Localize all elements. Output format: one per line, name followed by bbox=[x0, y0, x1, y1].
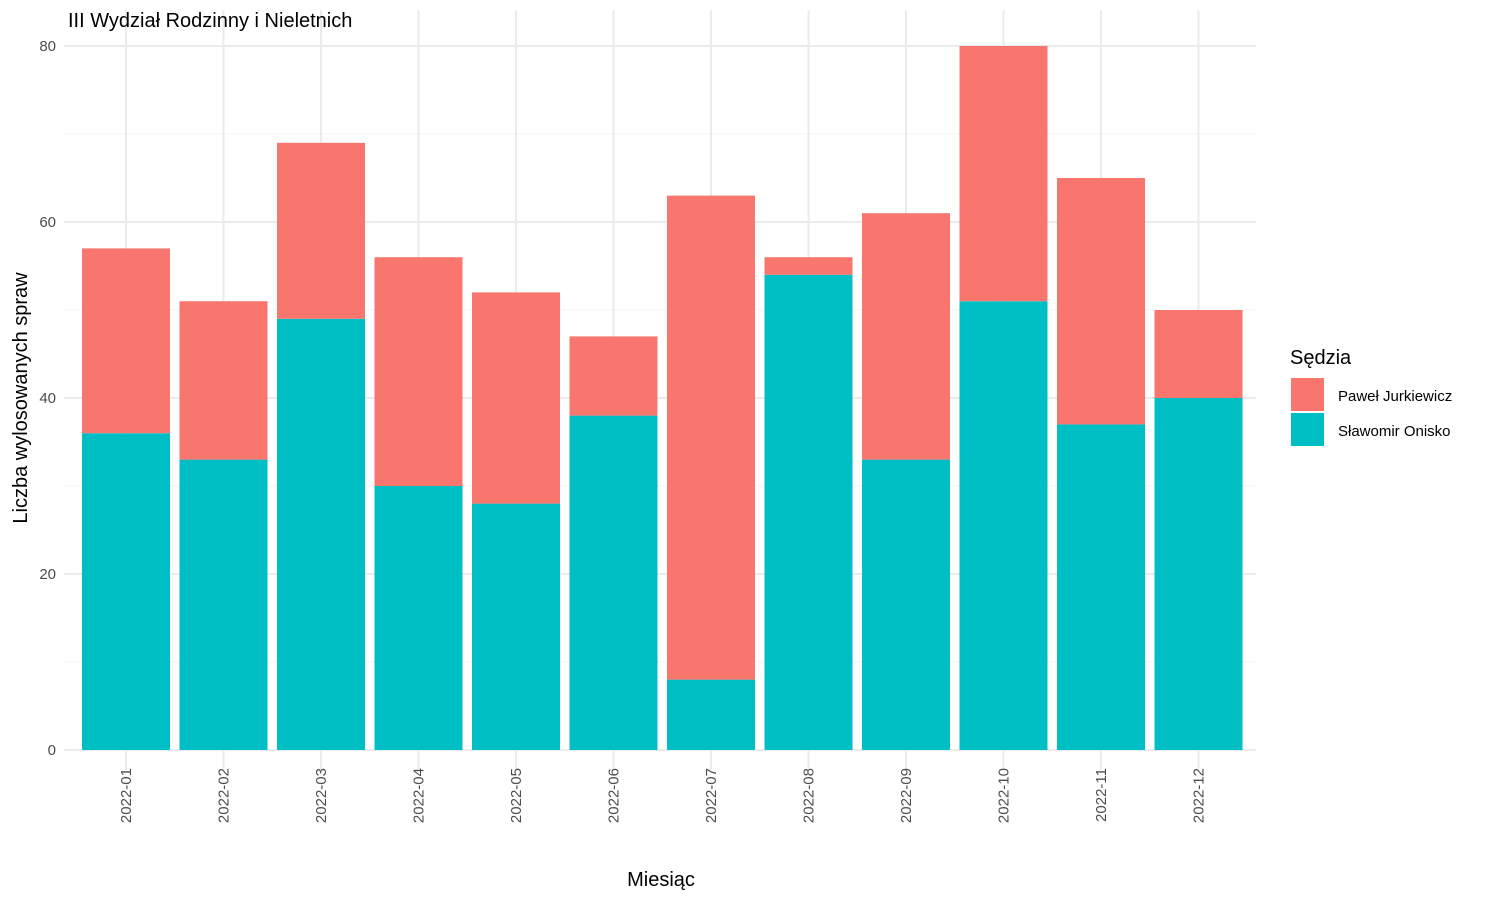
y-tick-label: 0 bbox=[48, 742, 56, 759]
legend-label: Paweł Jurkiewicz bbox=[1338, 388, 1452, 405]
x-axis-title: Miesiąc bbox=[627, 869, 695, 891]
bar-segment-paweł-jurkiewicz-2022-11 bbox=[1057, 178, 1145, 425]
y-tick-label: 80 bbox=[39, 38, 56, 55]
x-tick-label: 2022-03 bbox=[313, 768, 330, 823]
x-tick-label: 2022-12 bbox=[1191, 768, 1208, 823]
bar-segment-paweł-jurkiewicz-2022-03 bbox=[277, 142, 365, 319]
bar-segment-paweł-jurkiewicz-2022-05 bbox=[472, 292, 560, 504]
legend-label: Sławomir Onisko bbox=[1338, 423, 1451, 440]
chart-title: III Wydział Rodzinny i Nieletnich bbox=[68, 10, 352, 32]
bar-segment-paweł-jurkiewicz-2022-12 bbox=[1154, 310, 1243, 398]
bar-segment-paweł-jurkiewicz-2022-06 bbox=[569, 336, 658, 416]
legend-title: Sędzia bbox=[1290, 347, 1352, 369]
bar-segment-paweł-jurkiewicz-2022-10 bbox=[959, 46, 1048, 302]
x-tick-label: 2022-05 bbox=[508, 768, 525, 823]
bar-segment-sławomir-onisko-2022-06 bbox=[569, 415, 658, 750]
bar-segment-sławomir-onisko-2022-08 bbox=[764, 274, 853, 750]
bar-segment-sławomir-onisko-2022-11 bbox=[1057, 424, 1145, 750]
y-tick-label: 20 bbox=[39, 566, 56, 583]
bar-segment-paweł-jurkiewicz-2022-04 bbox=[374, 257, 463, 486]
legend: Sędzia Paweł Jurkiewicz Sławomir Onisko bbox=[1290, 347, 1452, 446]
bar-segment-paweł-jurkiewicz-2022-01 bbox=[82, 248, 170, 434]
y-tick-label: 40 bbox=[39, 390, 56, 407]
bar-segment-sławomir-onisko-2022-12 bbox=[1154, 398, 1243, 750]
y-axis-ticks: 0 20 40 60 80 bbox=[39, 38, 56, 759]
x-tick-label: 2022-11 bbox=[1093, 768, 1110, 822]
bar-segment-paweł-jurkiewicz-2022-07 bbox=[667, 195, 755, 680]
legend-swatch bbox=[1291, 413, 1324, 446]
x-tick-label: 2022-10 bbox=[996, 768, 1013, 823]
bar-segment-sławomir-onisko-2022-07 bbox=[667, 679, 755, 750]
bar-segment-sławomir-onisko-2022-02 bbox=[179, 459, 268, 750]
x-tick-label: 2022-07 bbox=[703, 768, 720, 823]
x-tick-label: 2022-08 bbox=[801, 768, 818, 823]
x-tick-label: 2022-04 bbox=[411, 768, 428, 823]
bars bbox=[82, 46, 1243, 750]
y-tick-label: 60 bbox=[39, 214, 56, 231]
bar-segment-sławomir-onisko-2022-05 bbox=[472, 503, 560, 750]
x-tick-label: 2022-06 bbox=[606, 768, 623, 823]
y-axis-title: Liczba wylosowanych spraw bbox=[10, 272, 32, 524]
bar-segment-sławomir-onisko-2022-09 bbox=[862, 459, 950, 750]
bar-segment-paweł-jurkiewicz-2022-02 bbox=[179, 301, 268, 460]
x-tick-label: 2022-09 bbox=[898, 768, 915, 823]
x-axis-ticks: 2022-01 2022-02 2022-03 2022-04 2022-05 2022-… bbox=[118, 768, 1208, 823]
bar-segment-sławomir-onisko-2022-04 bbox=[374, 486, 463, 750]
bar-segment-sławomir-onisko-2022-10 bbox=[959, 301, 1048, 750]
bar-segment-paweł-jurkiewicz-2022-09 bbox=[862, 213, 950, 460]
bar-segment-sławomir-onisko-2022-01 bbox=[82, 433, 170, 750]
legend-swatch bbox=[1291, 378, 1324, 411]
bar-segment-sławomir-onisko-2022-03 bbox=[277, 318, 365, 750]
bar-segment-paweł-jurkiewicz-2022-08 bbox=[764, 257, 853, 275]
x-tick-label: 2022-01 bbox=[118, 768, 135, 823]
x-tick-label: 2022-02 bbox=[216, 768, 233, 823]
